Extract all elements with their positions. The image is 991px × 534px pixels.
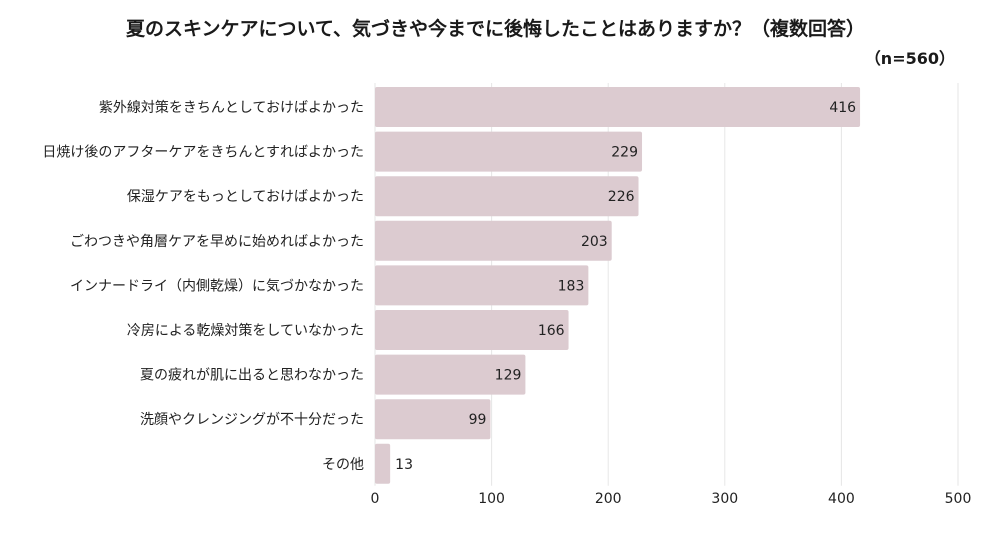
- value-label: 99: [469, 412, 487, 428]
- category-label: ごわつきや角層ケアを早めに始めればよかった: [70, 234, 364, 250]
- x-axis-ticks: 0 100 200 300 400 500: [371, 491, 972, 507]
- bar: [375, 310, 569, 350]
- x-tick-label: 0: [371, 491, 380, 507]
- bar: [375, 354, 526, 395]
- value-label: 166: [538, 323, 565, 339]
- category-label: 洗顔やクレンジングが不十分だった: [140, 412, 364, 428]
- value-label: 416: [829, 100, 856, 116]
- category-label: インナードライ（内側乾燥）に気づかなかった: [70, 278, 364, 294]
- category-label: 紫外線対策をきちんとしておけばよかった: [99, 99, 364, 116]
- bar: [375, 220, 612, 261]
- bar: [375, 176, 639, 217]
- bar: [375, 443, 391, 484]
- bars: [375, 87, 861, 484]
- value-label: 13: [395, 457, 413, 473]
- bar: [375, 399, 491, 440]
- value-label: 229: [611, 145, 638, 161]
- bar: [375, 265, 589, 306]
- x-tick-label: 100: [478, 491, 505, 507]
- value-label: 129: [495, 368, 522, 384]
- category-label: その他: [322, 457, 364, 473]
- x-tick-label: 300: [711, 491, 738, 507]
- value-label: 226: [608, 189, 635, 205]
- bar: [375, 87, 861, 127]
- x-tick-label: 400: [828, 491, 855, 507]
- value-labels: 416 229 226 203 183 166 129 99 13: [395, 100, 856, 473]
- sample-size-note: （n=560）: [864, 49, 955, 68]
- category-label: 夏の疲れが肌に出ると思わなかった: [140, 367, 364, 384]
- x-tick-label: 200: [595, 491, 622, 507]
- category-label: 保湿ケアをもっとしておけばよかった: [127, 189, 364, 205]
- chart-title: 夏のスキンケアについて、気づきや今までに後悔したことはありますか？（複数回答）: [126, 18, 865, 40]
- category-label: 日焼け後のアフターケアをきちんとすればよかった: [42, 145, 364, 161]
- value-label: 183: [558, 278, 585, 294]
- value-label: 203: [581, 234, 608, 250]
- category-labels: 紫外線対策をきちんとしておけばよかった日焼け後のアフターケアをきちんとすればよか…: [42, 99, 364, 473]
- x-tick-label: 500: [945, 491, 972, 507]
- bar: [375, 131, 643, 172]
- category-label: 冷房による乾燥対策をしていなかった: [127, 322, 364, 339]
